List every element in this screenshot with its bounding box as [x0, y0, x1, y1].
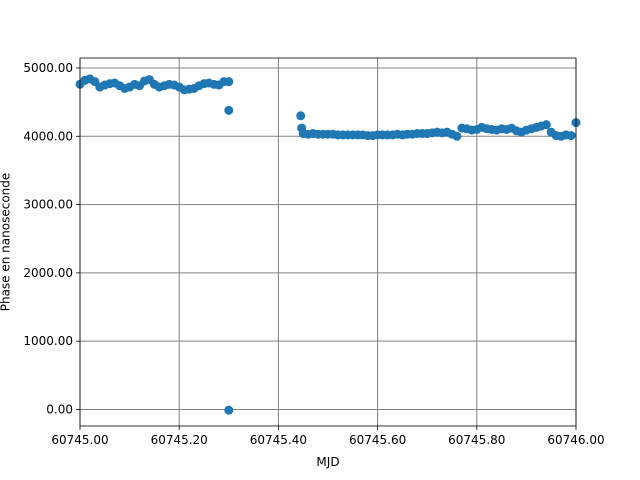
x-tick-label: 60746.00 — [547, 433, 604, 447]
y-tick-label: 5000.00 — [23, 61, 73, 75]
y-tick-label: 4000.00 — [23, 129, 73, 143]
y-tick-label: 2000.00 — [23, 266, 73, 280]
point — [296, 111, 306, 121]
x-tick-label: 60745.60 — [349, 433, 406, 447]
plot-frame — [79, 57, 577, 427]
point — [452, 131, 462, 141]
point — [224, 405, 234, 415]
x-tick-label: 60745.80 — [448, 433, 505, 447]
y-tick-label: 0.00 — [46, 402, 73, 416]
y-axis-label: Phase en nanoseconde — [0, 173, 13, 312]
x-tick-label: 60745.40 — [250, 433, 307, 447]
point — [224, 77, 234, 87]
point — [566, 131, 576, 141]
y-tick-label: 3000.00 — [23, 198, 73, 212]
x-tick-label: 60745.20 — [151, 433, 208, 447]
x-axis-label: MJD — [316, 455, 339, 469]
x-tick-label: 60745.00 — [51, 433, 108, 447]
point — [541, 120, 551, 130]
y-tick-label: 1000.00 — [23, 334, 73, 348]
point — [224, 105, 234, 115]
